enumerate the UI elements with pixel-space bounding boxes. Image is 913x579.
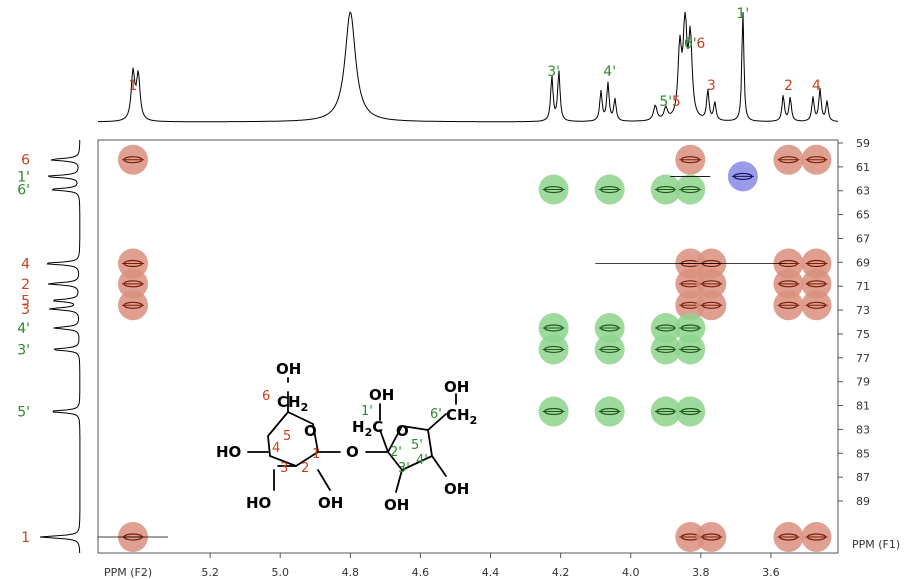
- proton-label: 1': [737, 6, 750, 22]
- carbon-label: 5: [21, 294, 30, 310]
- carbon-label: 6: [21, 153, 30, 169]
- carbon-label: 1: [21, 530, 30, 546]
- glucose-c6-number: 6: [262, 389, 270, 404]
- atom-h2c-f1: H2C: [352, 418, 383, 439]
- y-tick-label: 61: [856, 161, 870, 174]
- proton-label: 6': [684, 36, 697, 52]
- atom-oh-f3: OH: [384, 496, 409, 514]
- x-tick-label: 5.2: [201, 566, 219, 579]
- y-tick-label: 69: [856, 256, 870, 269]
- y-tick-label: 89: [856, 495, 870, 508]
- glucose-c5-number: 5: [283, 429, 291, 444]
- glucose-c1-number: 1: [312, 447, 320, 462]
- x-tick-label: 4.0: [622, 566, 640, 579]
- atom-o-ring-fructose: O: [396, 422, 409, 440]
- proton-label: 3': [547, 64, 560, 80]
- carbon-label: 1': [17, 169, 30, 185]
- carbon-label: 5': [17, 405, 30, 421]
- proton-label: 2: [784, 78, 793, 94]
- carbon-label: 2: [21, 277, 30, 293]
- carbon-peak-labels: 61'6' 4 253 4' 3' 5' 1: [17, 153, 30, 546]
- atom-oh-g6: OH: [276, 360, 301, 378]
- carbon-label: 6': [17, 183, 30, 199]
- atom-oh-f6: OH: [444, 378, 469, 396]
- y-tick-label: 79: [856, 376, 870, 389]
- atom-o-ring-glucose: O: [304, 422, 317, 440]
- y-tick-label: 77: [856, 352, 870, 365]
- sucrose-structure: OH CH2 O HO HO OH O OH H2C O OH CH2 OH O…: [216, 360, 477, 514]
- carbon-label: 3': [17, 342, 30, 358]
- proton-label: 4': [603, 64, 616, 80]
- proton-label: 5: [672, 94, 681, 110]
- glucose-c2-number: 2: [301, 461, 309, 476]
- x-tick-label: 3.8: [692, 566, 710, 579]
- y-tick-label: 59: [856, 137, 870, 150]
- atom-ch2-f6: CH2: [446, 406, 477, 427]
- proton-label: 6: [696, 36, 705, 52]
- x-tick-label: 4.6: [412, 566, 430, 579]
- y-tick-label: 65: [856, 209, 870, 222]
- atom-oh-f1: OH: [369, 386, 394, 404]
- y-axis-title: PPM (F1): [852, 538, 900, 551]
- proton-spectrum: [98, 11, 839, 123]
- atom-oh-g2: OH: [318, 494, 343, 512]
- fructose-c4-number: 4': [416, 453, 428, 468]
- x-axis-title: PPM (F2): [104, 566, 152, 579]
- x-tick-label: 4.2: [552, 566, 570, 579]
- atom-oh-f4: OH: [444, 480, 469, 498]
- cross-peaks: [98, 144, 832, 552]
- x-axis: 5.2 5.0 4.8 4.6 4.4 4.2 4.0 3.8 3.6: [201, 553, 780, 579]
- fructose-c6-number: 6': [430, 407, 442, 422]
- atom-ho-g3: HO: [246, 494, 271, 512]
- fructose-c1-number: 1': [361, 404, 373, 419]
- carbon-label: 3: [21, 302, 30, 318]
- atom-o-glycosidic: O: [346, 443, 359, 461]
- y-tick-label: 81: [856, 400, 870, 413]
- carbon-label: 4: [21, 257, 30, 273]
- atom-ch2-g6: CH2: [277, 393, 308, 414]
- atom-ho-g4: HO: [216, 443, 241, 461]
- y-axis: 59 61 63 65 67 69 71 73 75 77 79 81 83 85 87 89: [838, 137, 870, 508]
- proton-label: 1: [129, 78, 138, 94]
- y-tick-label: 83: [856, 423, 870, 436]
- fructose-c3-number: 3': [398, 461, 410, 476]
- glucose-c4-number: 4: [272, 441, 280, 456]
- x-tick-label: 5.0: [271, 566, 289, 579]
- plot-frame: [97, 139, 839, 554]
- y-tick-label: 87: [856, 471, 870, 484]
- y-tick-label: 67: [856, 232, 870, 245]
- glucose-c3-number: 3: [280, 461, 288, 476]
- y-tick-label: 85: [856, 447, 870, 460]
- x-tick-label: 4.8: [342, 566, 360, 579]
- proton-label: 3: [707, 78, 716, 94]
- proton-label: 5': [659, 94, 672, 110]
- proton-peak-labels: 1 3' 4' 5' 5 6' 6 3 1' 2 4: [129, 6, 821, 110]
- fructose-c5-number: 5': [411, 438, 423, 453]
- proton-label: 4: [812, 78, 821, 94]
- carbon-spectrum: [39, 139, 81, 554]
- x-tick-label: 4.4: [482, 566, 500, 579]
- carbon-label: 4': [17, 321, 30, 337]
- y-tick-label: 71: [856, 280, 870, 293]
- y-tick-label: 63: [856, 185, 870, 198]
- fructose-c2-number: 2': [390, 445, 402, 460]
- y-tick-label: 73: [856, 304, 870, 317]
- x-tick-label: 3.6: [762, 566, 780, 579]
- y-tick-label: 75: [856, 328, 870, 341]
